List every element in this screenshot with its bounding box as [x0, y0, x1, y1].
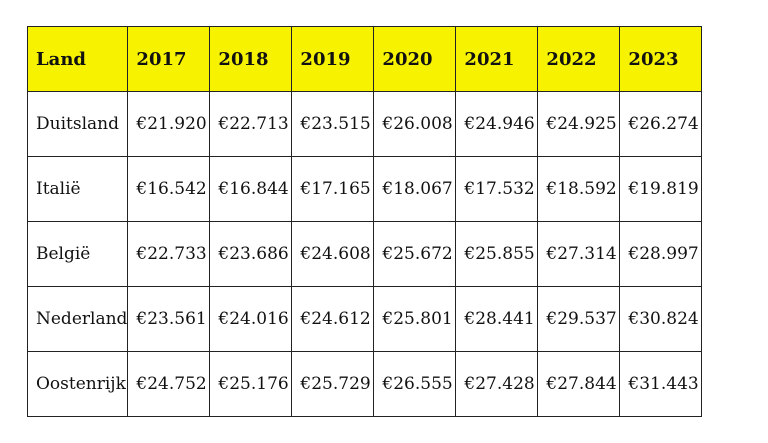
header-cell-2017: 2017: [127, 26, 211, 92]
value-cell: €25.801: [373, 286, 457, 352]
table-body: Duitsland €21.920 €22.713 €23.515 €26.00…: [26, 91, 703, 417]
value-cell: €16.844: [209, 156, 293, 222]
header-cell-2021: 2021: [455, 26, 539, 92]
value-cell: €29.537: [537, 286, 621, 352]
value-cell: €24.946: [455, 91, 539, 157]
value-cell: €25.176: [209, 351, 293, 417]
value-cell: €22.713: [209, 91, 293, 157]
value-cell: €22.733: [127, 221, 211, 287]
country-cell: Duitsland: [26, 91, 129, 157]
value-cell: €16.542: [127, 156, 211, 222]
value-cell: €26.274: [619, 91, 703, 157]
value-cell: €18.067: [373, 156, 457, 222]
value-cell: €23.686: [209, 221, 293, 287]
country-cell: België: [26, 221, 129, 287]
value-cell: €31.443: [619, 351, 703, 417]
country-cell: Italië: [26, 156, 129, 222]
table-row: Oostenrijk €24.752 €25.176 €25.729 €26.5…: [26, 351, 703, 417]
data-table-container: Land 2017 2018 2019 2020 2021 2022 2023 …: [26, 26, 703, 417]
value-cell: €24.016: [209, 286, 293, 352]
value-cell: €28.441: [455, 286, 539, 352]
value-cell: €23.561: [127, 286, 211, 352]
value-cell: €18.592: [537, 156, 621, 222]
table-row: Nederland €23.561 €24.016 €24.612 €25.80…: [26, 286, 703, 352]
income-table: Land 2017 2018 2019 2020 2021 2022 2023 …: [26, 26, 703, 417]
value-cell: €25.855: [455, 221, 539, 287]
country-cell: Nederland: [26, 286, 129, 352]
value-cell: €25.672: [373, 221, 457, 287]
header-cell-2018: 2018: [209, 26, 293, 92]
value-cell: €27.844: [537, 351, 621, 417]
value-cell: €25.729: [291, 351, 375, 417]
country-cell: Oostenrijk: [26, 351, 129, 417]
value-cell: €26.008: [373, 91, 457, 157]
value-cell: €17.532: [455, 156, 539, 222]
header-cell-2023: 2023: [619, 26, 703, 92]
table-row: Italië €16.542 €16.844 €17.165 €18.067 €…: [26, 156, 703, 222]
value-cell: €27.428: [455, 351, 539, 417]
value-cell: €28.997: [619, 221, 703, 287]
table-row: België €22.733 €23.686 €24.608 €25.672 €…: [26, 221, 703, 287]
value-cell: €24.608: [291, 221, 375, 287]
value-cell: €24.925: [537, 91, 621, 157]
value-cell: €30.824: [619, 286, 703, 352]
value-cell: €24.752: [127, 351, 211, 417]
value-cell: €17.165: [291, 156, 375, 222]
value-cell: €21.920: [127, 91, 211, 157]
value-cell: €26.555: [373, 351, 457, 417]
value-cell: €23.515: [291, 91, 375, 157]
header-cell-2022: 2022: [537, 26, 621, 92]
header-cell-land: Land: [26, 26, 129, 92]
value-cell: €27.314: [537, 221, 621, 287]
value-cell: €24.612: [291, 286, 375, 352]
header-cell-2020: 2020: [373, 26, 457, 92]
header-row: Land 2017 2018 2019 2020 2021 2022 2023: [26, 26, 703, 92]
header-cell-2019: 2019: [291, 26, 375, 92]
value-cell: €19.819: [619, 156, 703, 222]
table-row: Duitsland €21.920 €22.713 €23.515 €26.00…: [26, 91, 703, 157]
table-header: Land 2017 2018 2019 2020 2021 2022 2023: [26, 26, 703, 92]
